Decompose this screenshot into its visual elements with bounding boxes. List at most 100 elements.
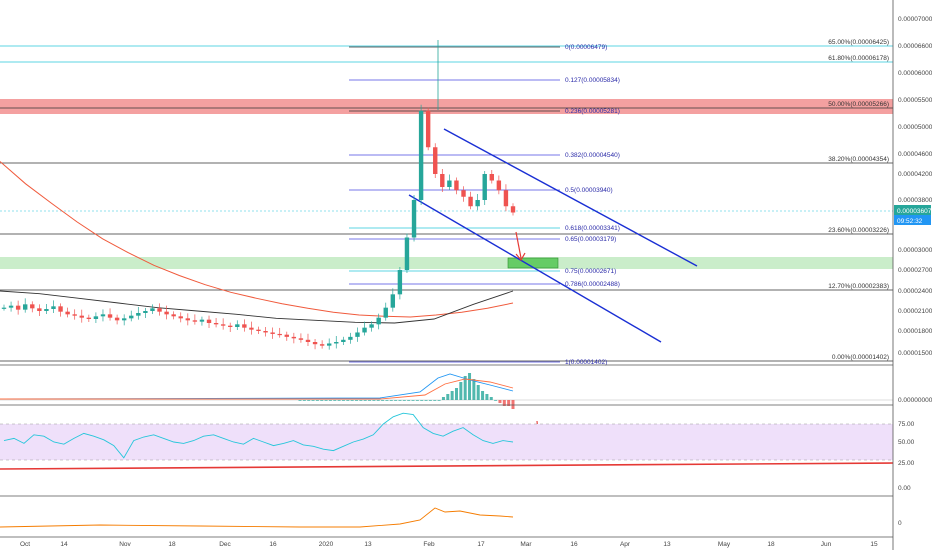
time-axis-label: Dec bbox=[219, 541, 231, 548]
macd-bar bbox=[311, 400, 315, 401]
channel-lower-line bbox=[408, 194, 662, 343]
support-zone bbox=[0, 257, 893, 269]
price-axis-label: 0.00005000 bbox=[898, 124, 932, 131]
candle-body bbox=[242, 324, 247, 328]
fib-label: 0(0.00006479) bbox=[565, 44, 607, 51]
candle-body bbox=[284, 334, 289, 337]
time-axis-label: 15 bbox=[870, 541, 878, 548]
level-label: 38.20%(0.00004354) bbox=[828, 156, 889, 163]
candle-body bbox=[440, 174, 445, 187]
fib-label: 0.236(0.00005281) bbox=[565, 108, 620, 115]
macd-bar bbox=[389, 400, 393, 401]
candle-body bbox=[79, 315, 84, 318]
candle-body bbox=[355, 332, 360, 337]
candle-body bbox=[503, 190, 509, 207]
ema-line bbox=[0, 161, 514, 318]
time-axis-label: Mar bbox=[520, 541, 532, 548]
candle-body bbox=[157, 308, 162, 312]
candle-body bbox=[390, 294, 396, 308]
level-label: 12.70%(0.00002383) bbox=[828, 283, 889, 290]
price-axis-label: 0.00007000 bbox=[898, 16, 932, 23]
macd-bar bbox=[502, 400, 506, 406]
candle-body bbox=[150, 308, 155, 311]
candle-body bbox=[369, 324, 374, 328]
candle-body bbox=[249, 327, 254, 330]
price-axis-label: 0.00004200 bbox=[898, 171, 932, 178]
signal-line bbox=[0, 378, 514, 400]
candle-body bbox=[1, 307, 7, 309]
price-axis[interactable]: 0.00007000 0.00006600 0.00006000 0.00005500… bbox=[894, 16, 932, 357]
fib-label: 0.127(0.00005834) bbox=[565, 77, 620, 84]
moving-averages bbox=[0, 161, 514, 324]
fib-label: 0.5(0.00003940) bbox=[565, 187, 613, 194]
time-axis-label: 18 bbox=[168, 541, 176, 548]
time-axis-label: Feb bbox=[423, 541, 435, 548]
candle-body bbox=[30, 304, 35, 309]
candle-body bbox=[298, 338, 304, 340]
candle-body bbox=[235, 324, 240, 327]
level-label: 61.80%(0.00006178) bbox=[828, 55, 889, 62]
candle-body bbox=[454, 180, 459, 191]
candle-body bbox=[489, 174, 494, 181]
channel-upper-line bbox=[443, 128, 698, 267]
fib-label: 0.618(0.00003341) bbox=[565, 225, 620, 232]
candle-body bbox=[411, 200, 417, 238]
price-axis-label: 0.00002100 bbox=[898, 308, 932, 315]
candle-body bbox=[433, 147, 438, 174]
candle-body bbox=[256, 329, 261, 331]
candle-body bbox=[270, 332, 275, 334]
macd-bar bbox=[415, 400, 419, 401]
candle-body bbox=[199, 319, 205, 322]
rsi-panel: 75.00 50.00 25.00 bbox=[0, 412, 915, 470]
candle-body bbox=[334, 342, 339, 344]
candle-body bbox=[192, 320, 198, 322]
time-axis-label: 14 bbox=[60, 541, 68, 548]
candle-body bbox=[404, 237, 410, 270]
macd-bar bbox=[307, 400, 311, 401]
rsi-axis-label: 50.00 bbox=[898, 439, 915, 446]
fib-retracement[interactable]: 0(0.00006479) 0.127(0.00005834) 0.236(0.00… bbox=[349, 44, 620, 366]
time-axis-label: May bbox=[718, 541, 731, 548]
macd-bar bbox=[433, 400, 437, 401]
sma-line bbox=[0, 290, 514, 324]
macd-bar bbox=[424, 400, 428, 401]
macd-bar bbox=[511, 400, 515, 409]
macd-bar bbox=[485, 394, 489, 400]
candle-body bbox=[475, 200, 480, 207]
descending-channel[interactable] bbox=[408, 128, 698, 343]
rsi-line bbox=[3, 412, 514, 459]
candle-body bbox=[164, 311, 169, 315]
candle-body bbox=[15, 305, 21, 310]
candle-body bbox=[468, 196, 473, 207]
macd-bar bbox=[398, 400, 402, 401]
time-axis-label: 17 bbox=[477, 541, 485, 548]
level-label: 0.00%(0.00001402) bbox=[832, 354, 889, 361]
price-axis-label: 0.00004600 bbox=[898, 151, 932, 158]
time-axis-label: Jun bbox=[821, 541, 832, 548]
macd-bar bbox=[315, 400, 319, 401]
macd-bar bbox=[363, 400, 367, 401]
candle-body bbox=[482, 174, 487, 200]
candle-body bbox=[185, 318, 191, 321]
bottom-axis-label: 0.00 bbox=[898, 485, 911, 492]
macd-bar bbox=[328, 400, 332, 401]
macd-panel: 0.00000000 bbox=[0, 373, 932, 409]
price-axis-label: 0.00006600 bbox=[898, 43, 932, 50]
fib-label: 0.75(0.00002671) bbox=[565, 268, 616, 275]
price-axis-label: 0.00006000 bbox=[898, 70, 932, 77]
price-axis-label: 0.00005500 bbox=[898, 97, 932, 104]
candle-body bbox=[107, 314, 113, 318]
candle-body bbox=[326, 343, 332, 346]
time-axis-label: 13 bbox=[663, 541, 671, 548]
level-label: 23.60%(0.00003226) bbox=[828, 227, 889, 234]
candle-body bbox=[100, 314, 106, 317]
macd-bar bbox=[468, 373, 472, 400]
macd-bar bbox=[494, 400, 498, 401]
candle-body bbox=[383, 307, 388, 318]
candle-body bbox=[171, 314, 176, 317]
macd-bar bbox=[298, 400, 302, 401]
macd-bar bbox=[420, 400, 424, 401]
time-axis[interactable]: Oct 14 Nov 18 Dec 16 2020 13 Feb 17 Mar 16 Apr 13 May 1… bbox=[20, 541, 878, 548]
time-axis-label: Oct bbox=[20, 541, 30, 548]
